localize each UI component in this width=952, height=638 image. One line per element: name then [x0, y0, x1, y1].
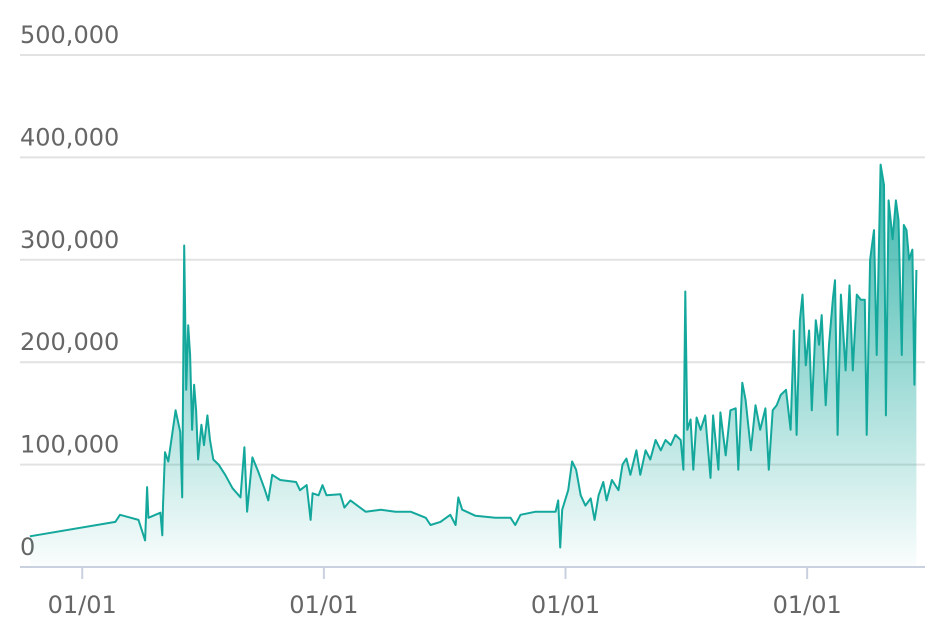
x-tick-label: 01/01 [289, 591, 358, 619]
y-tick-label: 100,000 [20, 431, 119, 459]
x-tick-label: 01/01 [773, 591, 842, 619]
x-tick-label: 01/01 [48, 591, 117, 619]
y-tick-label: 500,000 [20, 21, 119, 49]
y-tick-label: 300,000 [20, 226, 119, 254]
y-tick-label: 400,000 [20, 123, 119, 151]
x-tick-label: 01/01 [531, 591, 600, 619]
y-tick-label: 200,000 [20, 328, 119, 356]
line [29, 163, 918, 549]
